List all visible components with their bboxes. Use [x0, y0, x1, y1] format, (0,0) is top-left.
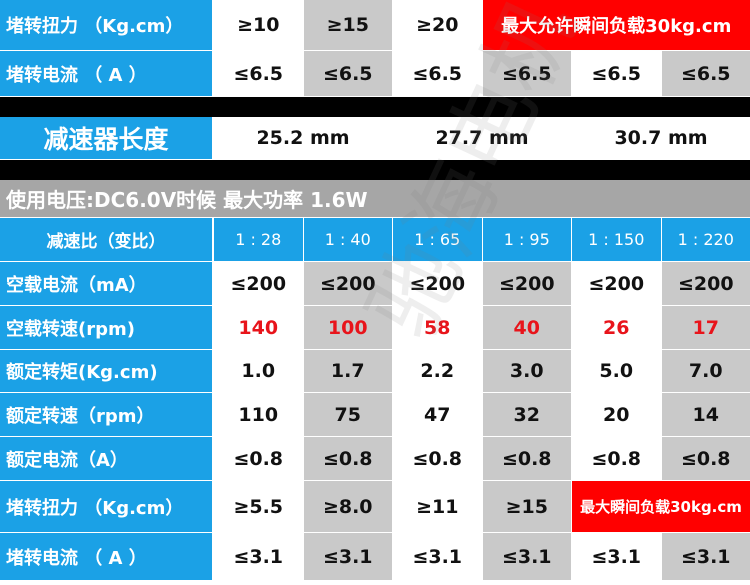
value-cell: ≤200	[482, 262, 571, 305]
value-cell: 47	[393, 393, 482, 436]
value-cell: 1 : 150	[572, 218, 661, 261]
value-cell: ≤200	[393, 262, 482, 305]
value-cell: ≤3.1	[303, 533, 392, 580]
value-cell: 110	[214, 393, 303, 436]
note-cell: 最大瞬间负载30kg.cm	[572, 481, 750, 532]
value-cell: 30.7 mm	[572, 117, 750, 159]
value-cell: 7.0	[661, 350, 750, 392]
value-cell: 26	[572, 306, 661, 349]
value-cell: ≤3.1	[482, 533, 571, 580]
value-cell: ≥11	[393, 481, 482, 532]
value-cell: ≥15	[303, 0, 392, 50]
row-label: 额定转矩(Kg.cm)	[0, 350, 212, 392]
value-cell: ≤3.1	[393, 533, 482, 580]
value-cell: ≤3.1	[572, 533, 661, 580]
value-cell: ≤0.8	[661, 437, 750, 480]
value-cell: ≥8.0	[303, 481, 392, 532]
divider	[0, 160, 750, 180]
value-cell: 25.2 mm	[214, 117, 392, 159]
value-cell: ≤0.8	[572, 437, 661, 480]
value-cell: 1 : 65	[393, 218, 482, 261]
value-cell: 1 : 220	[661, 218, 750, 261]
divider	[0, 97, 750, 117]
value-cell: ≤6.5	[303, 51, 392, 96]
value-cell: 27.7 mm	[393, 117, 571, 159]
value-cell: ≤200	[303, 262, 392, 305]
value-cell: ≤3.1	[214, 533, 303, 580]
row-label: 额定转速（rpm）	[0, 393, 212, 436]
row-label: 堵转电流 （ A ）	[0, 533, 212, 580]
value-cell: 100	[303, 306, 392, 349]
row-label: 堵转电流 （ A ）	[0, 51, 212, 96]
row-label: 空载电流（mA）	[0, 262, 212, 305]
value-cell: ≤0.8	[393, 437, 482, 480]
row-label: 堵转扭力 （Kg.cm）	[0, 481, 212, 532]
value-cell: 17	[661, 306, 750, 349]
value-cell: 14	[661, 393, 750, 436]
row-label: 空载转速(rpm)	[0, 306, 212, 349]
value-cell: ≤6.5	[572, 51, 661, 96]
value-cell: 1 : 95	[482, 218, 571, 261]
value-cell: 1 : 40	[303, 218, 392, 261]
value-cell: 3.0	[482, 350, 571, 392]
value-cell: ≤0.8	[303, 437, 392, 480]
section-title: 使用电压:DC6.0V时候 最大功率 1.6W	[0, 180, 750, 217]
value-cell: 32	[482, 393, 571, 436]
value-cell: 40	[482, 306, 571, 349]
value-cell: 75	[303, 393, 392, 436]
value-cell: 20	[572, 393, 661, 436]
value-cell: ≤3.1	[661, 533, 750, 580]
value-cell: ≥10	[214, 0, 303, 50]
value-cell: 1.7	[303, 350, 392, 392]
value-cell: 5.0	[572, 350, 661, 392]
value-cell: ≤0.8	[214, 437, 303, 480]
value-cell: 58	[393, 306, 482, 349]
row-label: 减速比（变比）	[0, 218, 212, 261]
value-cell: ≤200	[572, 262, 661, 305]
value-cell: ≤6.5	[214, 51, 303, 96]
row-label: 减速器长度	[0, 117, 212, 159]
value-cell: ≤0.8	[482, 437, 571, 480]
value-cell: ≤6.5	[482, 51, 571, 96]
value-cell: 1.0	[214, 350, 303, 392]
value-cell: ≤6.5	[661, 51, 750, 96]
value-cell: ≥5.5	[214, 481, 303, 532]
value-cell: ≤200	[214, 262, 303, 305]
row-label: 额定电流（A）	[0, 437, 212, 480]
value-cell: 2.2	[393, 350, 482, 392]
value-cell: ≥20	[393, 0, 482, 50]
value-cell: 1 : 28	[214, 218, 303, 261]
note-cell: 最大允许瞬间负载30kg.cm	[482, 0, 750, 50]
value-cell: ≤6.5	[393, 51, 482, 96]
value-cell: 140	[214, 306, 303, 349]
value-cell: ≤200	[661, 262, 750, 305]
value-cell: ≥15	[482, 481, 571, 532]
row-label: 堵转扭力 （Kg.cm）	[0, 0, 212, 50]
